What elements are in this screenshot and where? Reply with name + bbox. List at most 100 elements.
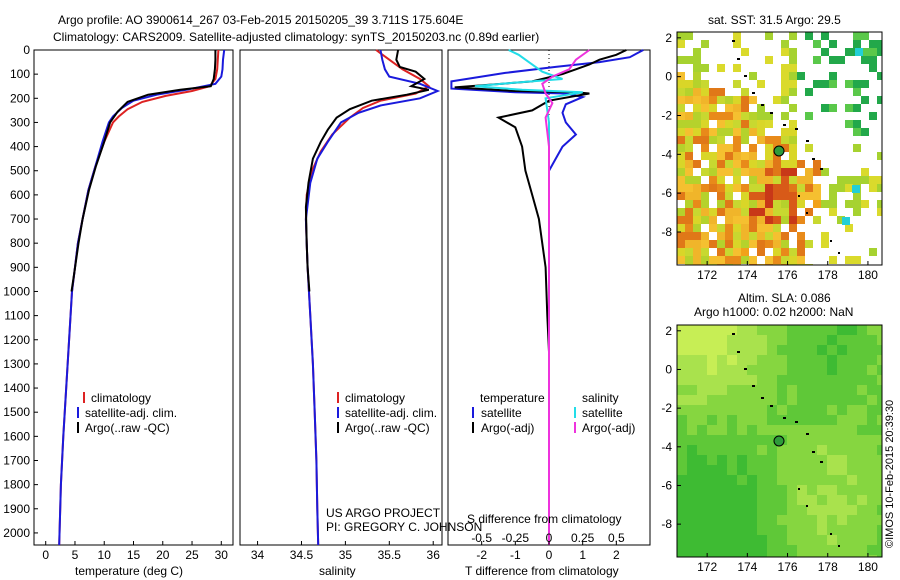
sla-cell [717,445,727,455]
sla-cell [777,545,787,555]
sst-cell [693,224,701,232]
x-tick-label: 2 [613,548,620,562]
sla-cell [847,445,857,455]
sst-cell [693,88,701,96]
sst-cell [861,176,869,184]
sst-cell [693,184,701,192]
sla-cell [807,385,817,395]
sst-cell [741,152,749,160]
sst-cell [677,184,685,192]
sst-cell [685,248,693,256]
sst-cell [853,40,861,48]
sla-cell [797,495,807,505]
sla-cell [737,475,747,485]
sst-cell [765,192,773,200]
sla-cell [777,505,787,515]
legend-label-argo: Argo(..raw -QC) [85,421,170,435]
sla-cell [677,445,687,455]
sla-cell [717,485,727,495]
sst-cell [829,104,837,112]
sst-cell [677,72,685,80]
sst-cell [741,208,749,216]
sst-cell [677,136,685,144]
sst-cell [757,120,765,128]
island-mark [812,451,815,453]
sla-cell [717,505,727,515]
sst-cell [877,40,882,48]
sla-cell [777,515,787,525]
sla-cell [827,425,837,435]
sst-map: sat. SST: 31.5 Argo: 29.5 172 174 176 178 18… [661,13,883,282]
sst-cell [733,232,741,240]
sst-cell [677,88,685,96]
sst-cell [781,144,789,152]
sst-cell [877,208,882,216]
sst-cell [781,88,789,96]
sst-cell [717,176,725,184]
sla-cell [827,375,837,385]
sla-cell [807,535,817,545]
sst-cell [725,240,733,248]
sla-cell [797,445,807,455]
sla-cell [787,545,797,555]
lon-tick-label: 178 [818,560,838,574]
sla-cell [707,475,717,485]
sla-cell [727,545,737,555]
sla-cell [877,355,882,365]
sst-cell [829,72,837,80]
series-line-satellite-adj-clim- [304,49,441,546]
sla-cell [847,395,857,405]
sst-cell [725,152,733,160]
sst-cell [749,144,757,152]
sla-cell [877,545,882,555]
sst-cell [765,56,773,64]
sst-cell [757,192,765,200]
sst-cell [845,48,853,56]
sla-cell [797,435,807,445]
x-tick-label: -1 [510,548,521,562]
sst-map-cells [677,32,882,265]
sla-cell [877,405,882,415]
sla-cell [847,405,857,415]
sst-cell [701,208,709,216]
sst-cell [693,160,701,168]
sla-cell [707,485,717,495]
sst-cell [861,128,869,136]
sla-cell [737,365,747,375]
sla-cell [687,515,697,525]
sla-cell [877,535,882,545]
lat-tick-label: -4 [661,147,672,161]
sla-cell [767,435,777,445]
sla-cell [847,415,857,425]
lat-tick-label: -8 [661,517,672,531]
island-mark [783,124,786,126]
lon-tick-label: 180 [858,560,878,574]
sst-cell [773,176,781,184]
sla-cell [857,465,867,475]
sla-cell [787,415,797,425]
sst-cell [717,128,725,136]
top-tick-label: 0.25 [571,531,595,545]
sst-cell [781,200,789,208]
difference-xlabel: T difference from climatology [465,564,619,578]
sst-cell [685,128,693,136]
sla-cell [857,425,867,435]
sla-cell [837,385,847,395]
x-tick-label: 10 [98,548,112,562]
sla-cell [677,475,687,485]
sla-cell [787,325,797,335]
sst-cell [845,80,853,88]
depth-tick-label: 1900 [3,502,30,516]
sla-cell [837,325,847,335]
sst-cell [821,80,829,88]
lat-tick-label: -8 [661,225,672,239]
sst-cell [749,152,757,160]
sst-cell [757,224,765,232]
sla-cell [727,555,737,557]
sla-cell [867,395,877,405]
sla-cell [777,425,787,435]
sla-cell [697,555,707,557]
sst-cell [773,240,781,248]
sla-cell [697,455,707,465]
salinity-legend: climatology satellite-adj. clim. Argo(..… [337,391,437,435]
